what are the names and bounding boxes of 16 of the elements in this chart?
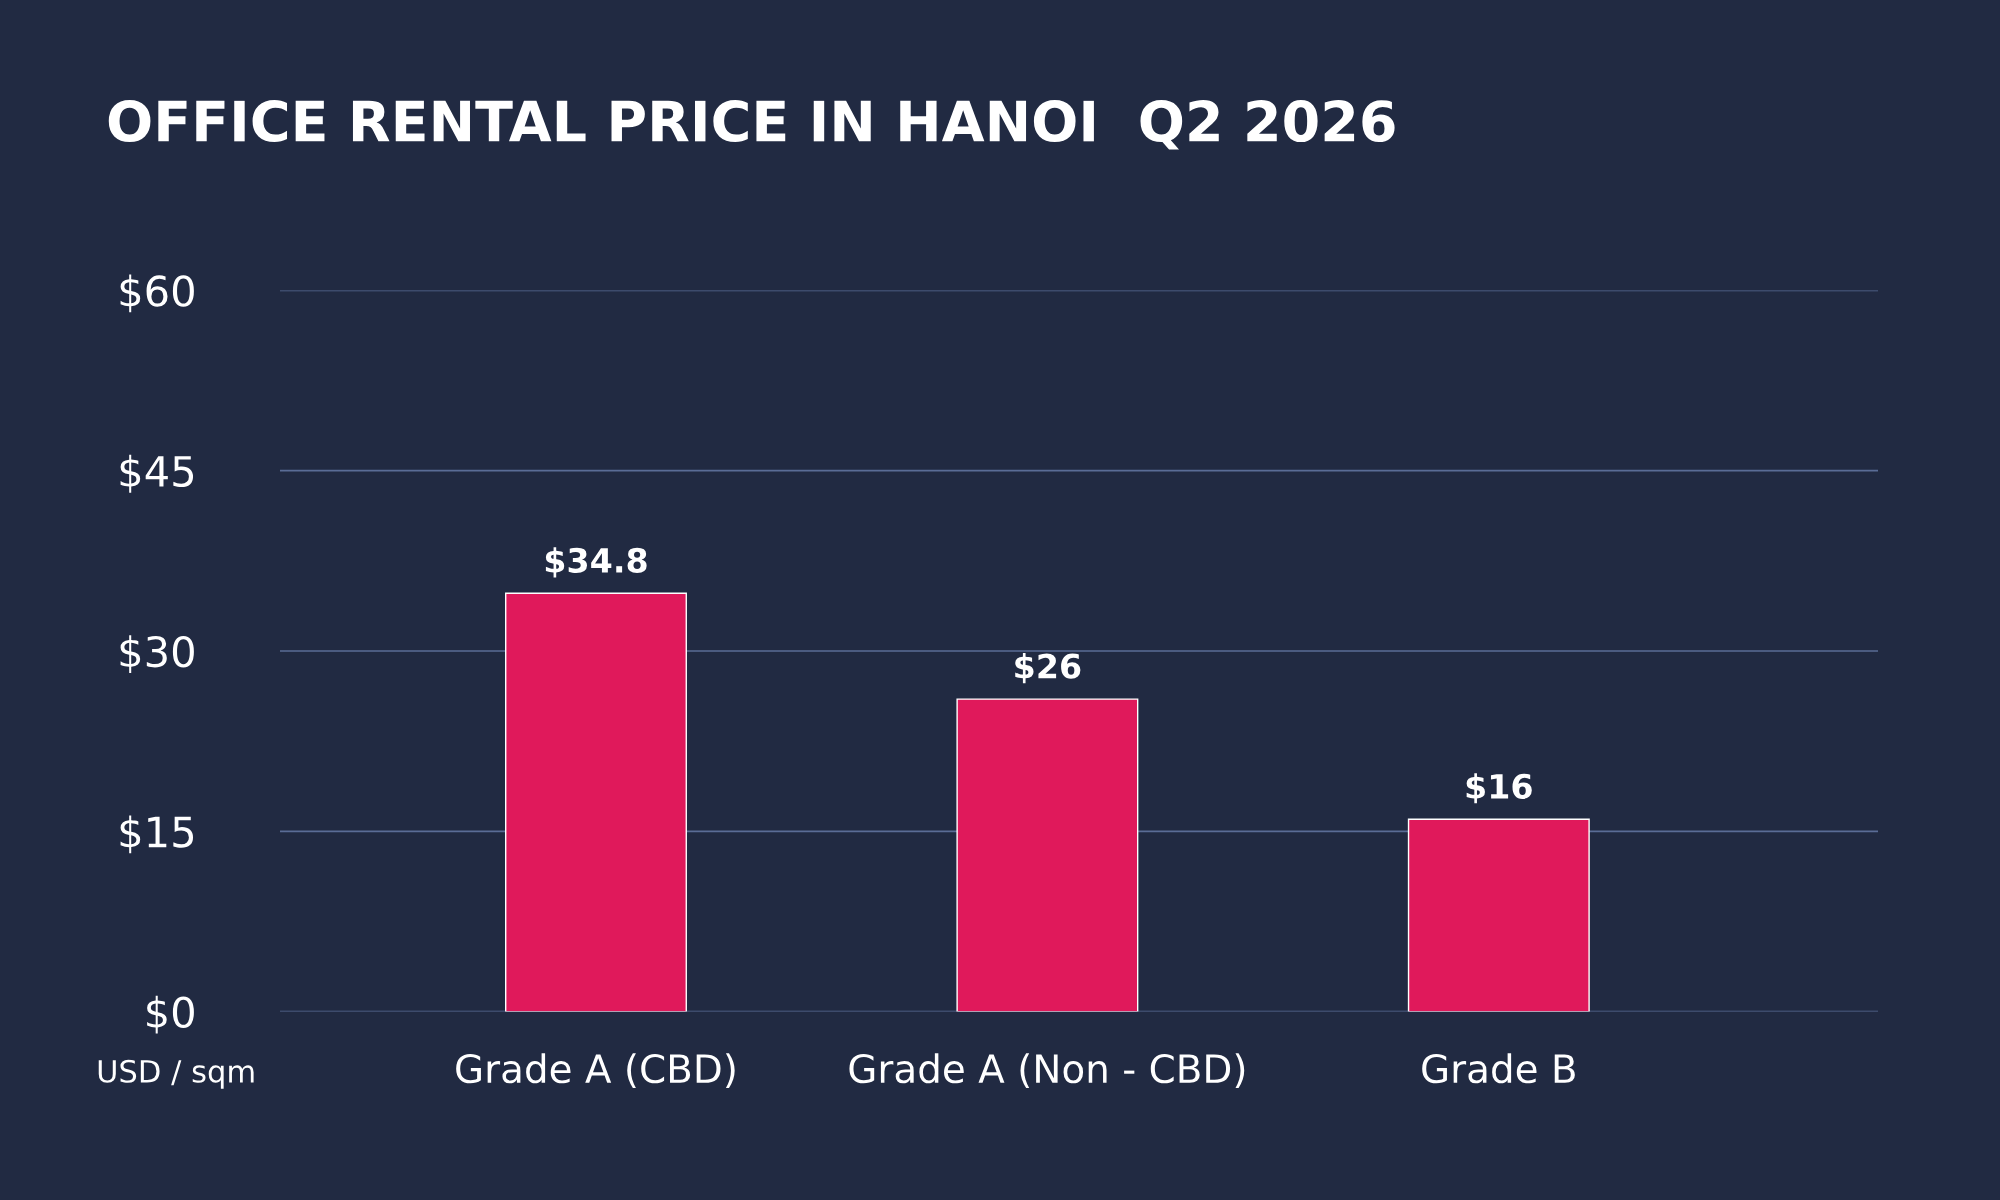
x-tick-label: Grade A (CBD) [456, 1053, 735, 1088]
bar [505, 592, 687, 1012]
y-tick-label: $60 [120, 274, 194, 313]
x-tick-label: Grade B [1422, 1053, 1575, 1084]
y-tick-label: $30 [120, 635, 194, 673]
bar [956, 698, 1139, 1012]
chart-title: OFFICE RENTAL PRICE IN HANOI Q2 2026 [108, 100, 1395, 150]
data-label: $16 [1466, 773, 1532, 804]
y-tick-label: $0 [147, 995, 194, 1034]
y-tick-label: $45 [120, 454, 194, 493]
y-axis-title: USD / sqm [98, 1059, 254, 1089]
y-tick-label: $15 [120, 815, 194, 854]
data-label: $26 [1015, 652, 1081, 684]
x-tick-label: Grade A (Non - CBD) [849, 1053, 1245, 1088]
data-label: $34.8 [545, 547, 647, 578]
bar [1407, 818, 1590, 1012]
